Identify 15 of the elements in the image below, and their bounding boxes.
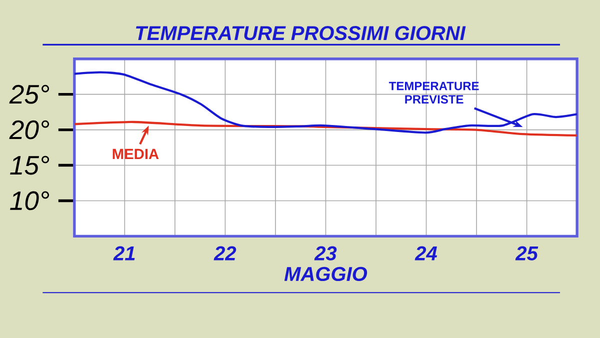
- x-axis-title: MAGGIO: [284, 266, 368, 282]
- y-tick-label: 10°: [10, 191, 50, 210]
- line-series: [74, 120, 578, 137]
- y-tick-label: 25°: [9, 84, 50, 104]
- x-tick-label: 25: [515, 246, 538, 260]
- x-tick-label: 22: [214, 246, 236, 260]
- x-tick-label: 24: [414, 246, 438, 260]
- legend-label: MEDIA: [112, 148, 159, 160]
- y-tick-label: 20°: [9, 120, 50, 140]
- y-tick-label: 15°: [10, 156, 50, 175]
- series-label: TEMPERATURE PREVISTE: [388, 82, 479, 104]
- chart-title: TEMPERATURE PROSSIMI GIORNI: [136, 26, 466, 40]
- x-tick-label: 23: [314, 246, 337, 260]
- line-series: [74, 71, 578, 134]
- x-tick-label: 21: [113, 246, 135, 260]
